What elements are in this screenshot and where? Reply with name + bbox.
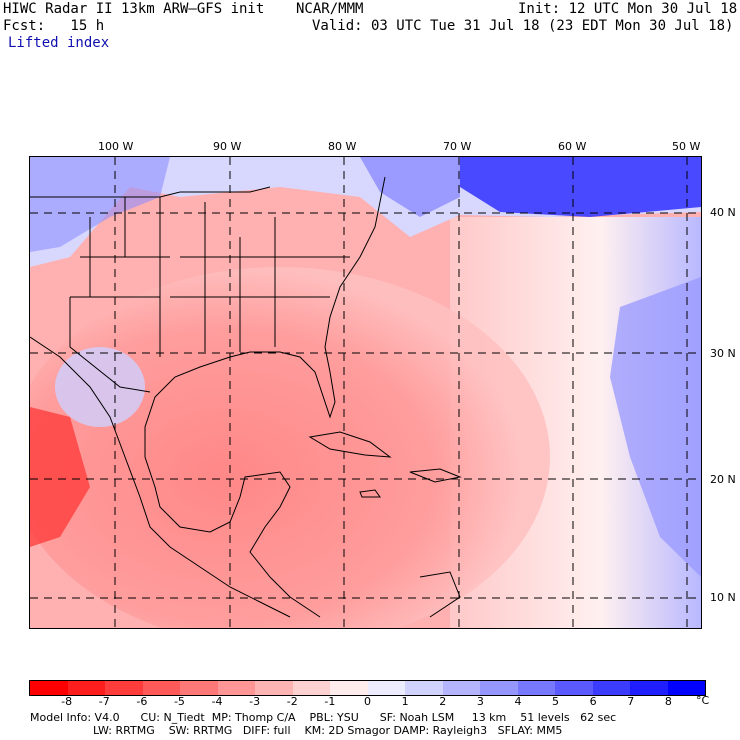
colorbar-swatch bbox=[142, 681, 180, 695]
colorbar-tick-label: 6 bbox=[589, 695, 597, 708]
colorbar-swatch bbox=[105, 681, 143, 695]
colorbar-tick-label: 8 bbox=[664, 695, 672, 708]
colorbar-tick-label: 5 bbox=[552, 695, 560, 708]
org-label: NCAR/MMM bbox=[296, 1, 364, 17]
colorbar-tick-label: -1 bbox=[324, 695, 336, 708]
colorbar-tick-label: 2 bbox=[439, 695, 447, 708]
colorbar-swatch bbox=[255, 681, 293, 695]
field-name: Lifted index bbox=[8, 35, 110, 51]
colorbar-swatch bbox=[405, 681, 443, 695]
model-title: HIWC Radar II 13km ARW–GFS init bbox=[3, 1, 265, 17]
colorbar-swatch bbox=[592, 681, 630, 695]
colorbar-swatch bbox=[442, 681, 480, 695]
west-cold-patch bbox=[55, 347, 145, 427]
colorbar-swatch bbox=[292, 681, 330, 695]
lifted-index-map bbox=[29, 156, 702, 629]
colorbar-tick-label: -8 bbox=[61, 695, 73, 708]
init-time: Init: 12 UTC Mon 30 Jul 18 bbox=[518, 1, 738, 17]
colorbar bbox=[29, 680, 706, 696]
gulf-instability-region bbox=[30, 267, 550, 628]
coastlines bbox=[30, 176, 462, 618]
lon-label-70w: 70 W bbox=[443, 140, 472, 153]
colorbar-swatch bbox=[180, 681, 218, 695]
forecast-hour: Fcst: 15 h bbox=[3, 18, 105, 34]
colorbar-tick-label: -3 bbox=[249, 695, 261, 708]
colorbar-tick-label: -7 bbox=[98, 695, 110, 708]
colorbar-swatch bbox=[67, 681, 105, 695]
lon-label-90w: 90 W bbox=[213, 140, 242, 153]
political-boundaries bbox=[30, 186, 350, 393]
colorbar-tick-label: 4 bbox=[514, 695, 522, 708]
valid-time: Valid: 03 UTC Tue 31 Jul 18 (23 EDT Mon … bbox=[312, 18, 734, 34]
lon-label-60w: 60 W bbox=[558, 140, 587, 153]
colorbar-tick-label: -4 bbox=[211, 695, 223, 708]
east-stable-region bbox=[610, 277, 701, 577]
colorbar-swatch bbox=[480, 681, 518, 695]
lat-label-10n: 10 N bbox=[710, 591, 736, 604]
colorbar-swatch bbox=[30, 681, 68, 695]
lon-label-50w: 50 W bbox=[672, 140, 701, 153]
colorbar-swatch bbox=[517, 681, 555, 695]
colorbar-swatch bbox=[367, 681, 405, 695]
north-central-blue bbox=[360, 157, 460, 217]
lat-label-30n: 30 N bbox=[710, 347, 736, 360]
lon-label-80w: 80 W bbox=[328, 140, 357, 153]
colorbar-tick-label: 3 bbox=[476, 695, 484, 708]
northeast-stable-core bbox=[460, 157, 701, 217]
northwest-blue bbox=[30, 157, 170, 252]
colorbar-unit: °C bbox=[696, 694, 710, 707]
southwest-unstable bbox=[30, 407, 90, 547]
colorbar-swatch bbox=[630, 681, 668, 695]
colorbar-swatch bbox=[555, 681, 593, 695]
lat-label-20n: 20 N bbox=[710, 473, 736, 486]
colorbar-swatch bbox=[330, 681, 368, 695]
colorbar-tick-label: 7 bbox=[627, 695, 635, 708]
grid-lines bbox=[30, 157, 701, 628]
colorbar-tick-label: -2 bbox=[286, 695, 298, 708]
colorbar-swatch bbox=[667, 681, 705, 695]
colorbar-tick-label: -6 bbox=[136, 695, 148, 708]
lat-label-40n: 40 N bbox=[710, 206, 736, 219]
model-info-line1: Model Info: V4.0 CU: N_Tiedt MP: Thomp C… bbox=[30, 711, 617, 724]
colorbar-tick-label: 0 bbox=[364, 695, 371, 708]
colorbar-swatch bbox=[217, 681, 255, 695]
colorbar-tick-label: -5 bbox=[173, 695, 185, 708]
lon-label-100w: 100 W bbox=[98, 140, 134, 153]
model-info-line2: LW: RRTMG SW: RRTMG DIFF: full KM: 2D Sm… bbox=[30, 724, 563, 737]
colorbar-tick-label: 1 bbox=[401, 695, 409, 708]
